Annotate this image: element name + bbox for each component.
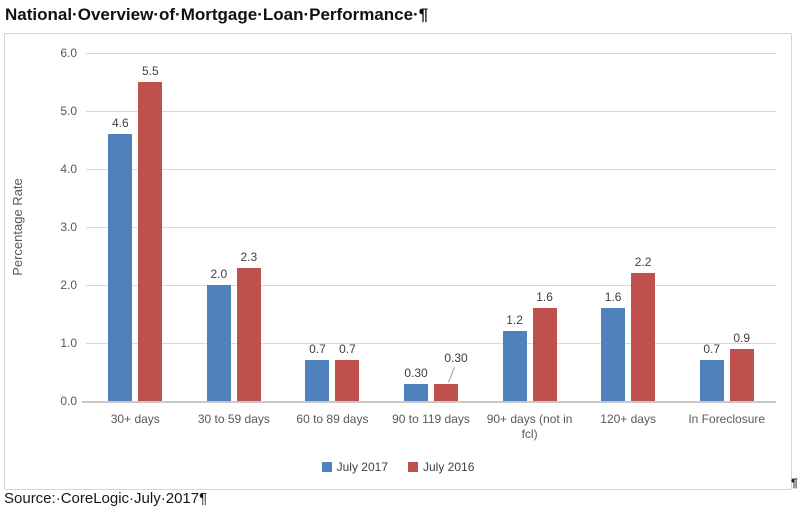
legend-label: July 2017 xyxy=(336,460,388,474)
y-tick-label: 5.0 xyxy=(60,104,77,118)
bar-data-label: 0.7 xyxy=(309,342,326,356)
leader-line xyxy=(448,367,455,383)
bar-data-label: 0.9 xyxy=(733,331,751,345)
legend: July 2017 July 2016 xyxy=(5,460,791,474)
x-axis-line xyxy=(82,401,776,403)
bar-data-label: 1.6 xyxy=(604,290,622,304)
category-label: 120+ days xyxy=(600,412,656,426)
bar-july-2017[interactable] xyxy=(699,360,724,401)
y-tick-label: 4.0 xyxy=(60,162,77,176)
bar-july-2016[interactable] xyxy=(138,82,163,401)
paragraph-mark: ¶ xyxy=(791,476,798,490)
gridline xyxy=(86,111,776,112)
bar-july-2016[interactable] xyxy=(335,360,360,401)
bar-july-2016[interactable] xyxy=(434,384,458,401)
category-label: In Foreclosure xyxy=(688,412,766,426)
bar-july-2017[interactable] xyxy=(108,134,133,401)
bar-data-label: 2.0 xyxy=(210,267,228,281)
gridline xyxy=(86,285,776,286)
bar-data-label: 0.30 xyxy=(444,351,468,365)
category-label: 90+ days (not in fcl) xyxy=(486,412,573,441)
y-tick-label: 6.0 xyxy=(60,46,77,60)
category-label: 90 to 119 days xyxy=(392,412,470,426)
bar-july-2016[interactable] xyxy=(532,308,557,401)
bar-data-label: 1.2 xyxy=(506,313,523,327)
bar-data-label: 0.7 xyxy=(339,342,356,356)
gridline xyxy=(86,53,776,54)
gridline xyxy=(86,343,776,344)
gridline xyxy=(86,169,776,170)
bar-july-2016[interactable] xyxy=(729,349,754,401)
bar-july-2017[interactable] xyxy=(305,360,330,401)
bar-data-label: 2.3 xyxy=(240,250,258,264)
bar-data-label: 1.6 xyxy=(536,290,553,304)
bar-july-2017[interactable] xyxy=(601,308,626,401)
chart-object[interactable]: Percentage Rate 0.0 1.0 2.0 3.0 4.0 5.0 6.0 4.6… xyxy=(4,33,792,490)
category-label: 30 to 59 days xyxy=(197,412,270,426)
bar-july-2017[interactable] xyxy=(502,331,527,401)
legend-swatch-july-2016 xyxy=(408,462,418,472)
bar-july-2016[interactable] xyxy=(631,273,656,401)
y-tick-label: 1.0 xyxy=(60,336,77,350)
y-tick-label: 3.0 xyxy=(60,220,77,234)
legend-item-july-2016[interactable]: July 2016 xyxy=(408,460,474,474)
legend-item-july-2017[interactable]: July 2017 xyxy=(321,460,388,474)
bar-data-label: 4.6 xyxy=(111,116,129,130)
legend-swatch-july-2017 xyxy=(321,462,332,472)
plot-area: 0.0 1.0 2.0 3.0 4.0 5.0 6.0 4.6 5.5 30+ days 2.0 2.… xyxy=(5,34,791,489)
document-title[interactable]: National·Overview·of·Mortgage·Loan·Perfo… xyxy=(5,5,429,24)
bar-data-label: 0.30 xyxy=(404,366,428,380)
bar-data-label: 0.7 xyxy=(703,342,721,356)
category-label: 60 to 89 days xyxy=(296,412,369,426)
legend-label: July 2016 xyxy=(423,460,475,474)
bar-data-label: 5.5 xyxy=(141,64,159,78)
bar-july-2017[interactable] xyxy=(206,285,231,401)
source-line[interactable]: Source:·CoreLogic·July·2017¶ xyxy=(4,490,208,507)
y-tick-label: 2.0 xyxy=(60,278,77,292)
bar-july-2017[interactable] xyxy=(404,384,428,401)
category-label: 30+ days xyxy=(110,412,160,426)
bar-july-2016[interactable] xyxy=(236,268,261,401)
y-tick-label: 0.0 xyxy=(60,394,77,408)
gridline xyxy=(86,227,776,228)
bar-data-label: 2.2 xyxy=(634,255,652,269)
